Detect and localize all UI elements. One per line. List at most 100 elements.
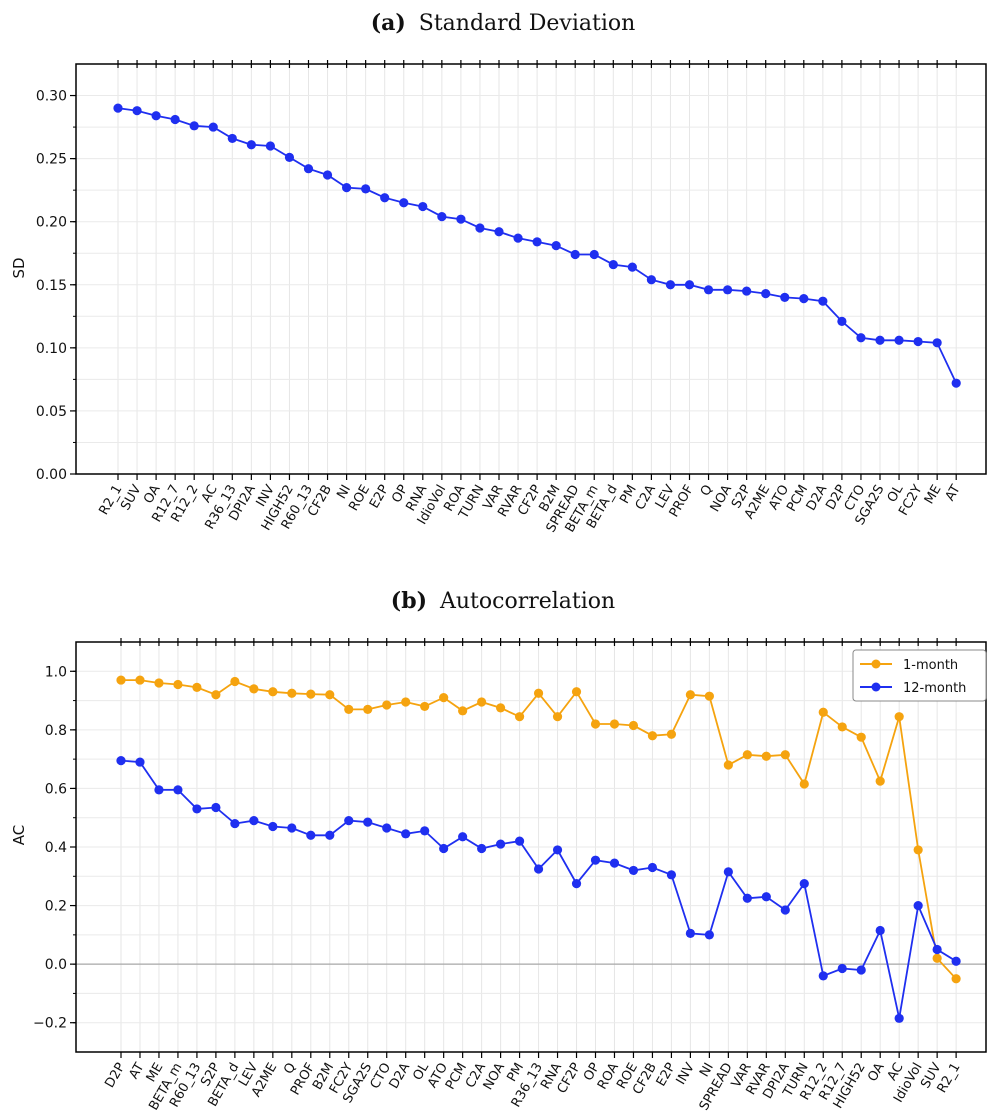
panel-b-point-12-month-ni bbox=[704, 930, 714, 940]
panel-b-point-1-month-rvar bbox=[761, 751, 771, 761]
panel-b-point-12-month-q bbox=[287, 823, 297, 833]
panel-b-xtick-label-ni: NI bbox=[697, 1061, 717, 1080]
panel-b-point-12-month-r2-1 bbox=[951, 956, 961, 966]
panel-a-ytick-label: 0.15 bbox=[36, 278, 67, 294]
panel-b-plot-area: −0.20.00.20.40.60.81.0D2PATMEBETA_mR60_1… bbox=[33, 638, 987, 1113]
panel-a-xtick-label-ni: NI bbox=[334, 483, 354, 502]
panel-b-xtick-label-e2p: E2P bbox=[654, 1060, 679, 1089]
panel-b-title: (b) Autocorrelation bbox=[391, 588, 615, 614]
panel-a-point-series-0-lev bbox=[665, 280, 676, 290]
panel-b-point-12-month-rna bbox=[552, 845, 563, 855]
panel-b-ytick-label: 0.8 bbox=[45, 723, 67, 739]
panel-b-point-12-month-var bbox=[742, 893, 752, 903]
panel-b-point-12-month-sga2s bbox=[363, 817, 373, 827]
panel-a-point-series-0-dpi2a bbox=[246, 140, 256, 150]
panel-a-point-series-0-var bbox=[494, 227, 504, 237]
panel-a-point-series-0-oa bbox=[151, 111, 161, 121]
panel-a-point-series-0-op bbox=[399, 198, 409, 208]
panel-a-ylabel: SD bbox=[10, 257, 28, 278]
panel-b-point-12-month-beta-d bbox=[230, 818, 240, 829]
panel-b-point-1-month-idiovol bbox=[913, 845, 923, 855]
panel-a-ytick-label: 0.10 bbox=[36, 341, 67, 357]
panel-a-ytick-label: 0.30 bbox=[36, 89, 67, 105]
panel-a-ytick-label: 0.05 bbox=[36, 404, 67, 420]
panel-b-xtick-label-inv: INV bbox=[674, 1060, 698, 1087]
panel-b-point-12-month-inv bbox=[685, 928, 696, 938]
panel-b-point-1-month-at bbox=[135, 675, 145, 685]
panel-b-point-12-month-ol bbox=[420, 826, 430, 836]
panel-b-point-1-month-a2me bbox=[268, 687, 278, 697]
panel-b-ylabel: AC bbox=[10, 825, 28, 845]
panel-b-point-12-month-s2p bbox=[211, 802, 221, 813]
panel-b-point-12-month-rvar bbox=[761, 892, 771, 902]
panel-b-point-1-month-d2a bbox=[401, 697, 411, 707]
panel-a-point-series-0-r12-7 bbox=[170, 114, 180, 125]
panel-a-point-series-0-d2p bbox=[837, 316, 847, 326]
panel-b-point-1-month-beta-d bbox=[230, 676, 240, 687]
legend-marker-12-month bbox=[871, 682, 881, 692]
panel-b-point-12-month-idiovol bbox=[913, 900, 923, 911]
panel-b-xtick-label-oa: OA bbox=[865, 1060, 887, 1084]
panel-b-point-12-month-oa bbox=[875, 925, 885, 936]
panel-b-point-1-month-r60-13 bbox=[192, 682, 202, 692]
panel-b-point-1-month-high52 bbox=[856, 732, 866, 742]
panel-b-ytick-label: −0.2 bbox=[33, 1016, 67, 1032]
panel-a-point-series-0-fc2y bbox=[913, 336, 923, 347]
panel-a-point-series-0-ac bbox=[208, 122, 218, 132]
panel-b-point-12-month-turn bbox=[799, 879, 809, 889]
panel-b-point-12-month-r12-7 bbox=[837, 963, 847, 974]
panel-b-xtick-label-d2p: D2P bbox=[102, 1060, 128, 1090]
panel-b-point-12-month-op bbox=[590, 855, 601, 865]
panel-b-point-12-month-prof bbox=[306, 830, 316, 840]
panel-b-point-1-month-e2p bbox=[666, 729, 677, 739]
panel-b-point-1-month-r36-13 bbox=[533, 688, 544, 698]
panel-a-point-series-0-turn bbox=[475, 223, 485, 233]
panel-a-point-series-0-spread bbox=[570, 249, 580, 260]
legend-box bbox=[852, 649, 987, 702]
panel-b-point-1-month-r12-2 bbox=[818, 707, 828, 717]
panel-b-point-1-month-suv bbox=[932, 953, 942, 963]
panel-a-point-series-0-noa bbox=[723, 285, 733, 295]
panel-a-point-series-0-pm bbox=[627, 262, 637, 272]
panel-b-title-text: Autocorrelation bbox=[439, 589, 615, 614]
panel-a-point-series-0-s2p bbox=[742, 286, 752, 296]
panel-a: (a) Standard Deviation SD 0.00 0.05 0.10 0.… bbox=[10, 10, 987, 535]
panel-a-point-series-0-r12-2 bbox=[189, 121, 199, 131]
panel-a-point-series-0-rna bbox=[418, 201, 428, 212]
panel-a-ytick-label: 0.25 bbox=[36, 152, 67, 168]
panel-b-ytick-label: 0.4 bbox=[45, 840, 67, 856]
legend-label-12-month: 12-month bbox=[903, 681, 966, 696]
panel-b-point-12-month-pm bbox=[514, 836, 525, 846]
panel-a-point-series-0-d2a bbox=[818, 296, 828, 306]
panel-a-point-series-0-suv bbox=[132, 106, 142, 116]
panel-a-point-series-0-beta-d bbox=[608, 259, 618, 270]
panel-b-point-1-month-cf2b bbox=[647, 731, 658, 741]
panel-a-xtick-label-c2a: C2A bbox=[633, 482, 659, 512]
panel-a-xtick-label-e2p: E2P bbox=[367, 482, 392, 511]
panel-b-point-12-month-c2a bbox=[477, 843, 487, 854]
panel-b-point-1-month-cf2p bbox=[571, 687, 582, 697]
panel-b-point-12-month-cf2p bbox=[571, 879, 582, 889]
panel-a-axes-frame bbox=[75, 63, 987, 475]
panel-b-point-12-month-pcm bbox=[458, 832, 468, 842]
panel-a-point-series-0-sga2s bbox=[875, 335, 885, 345]
panel-b-point-12-month-e2p bbox=[666, 870, 677, 880]
panel-b-point-1-month-ol bbox=[420, 701, 430, 712]
panel-b-point-1-month-roa bbox=[609, 719, 620, 729]
panel-a-point-series-0-beta-m bbox=[589, 249, 599, 260]
panel-a-xtick-label-me: ME bbox=[922, 483, 945, 507]
panel-a-point-series-0-at bbox=[951, 378, 961, 388]
panel-a-point-series-0-rvar bbox=[513, 233, 523, 243]
panel-b-point-12-month-lev bbox=[249, 816, 259, 826]
panel-b-point-1-month-me bbox=[154, 678, 164, 688]
panel-a-plot-area: 0.000.050.100.150.200.250.30R2_1SUVOAR12… bbox=[36, 60, 987, 535]
panel-a-point-series-0-cf2b bbox=[322, 170, 333, 180]
panel-b-point-1-month-r2-1 bbox=[951, 974, 961, 984]
panel-a-point-series-0-q bbox=[703, 285, 714, 295]
panel-b-point-12-month-r12-2 bbox=[818, 971, 828, 981]
legend-label-1-month: 1-month bbox=[903, 658, 958, 673]
panel-b-ytick-label: 1.0 bbox=[45, 664, 67, 680]
panel-b-point-1-month-rna bbox=[552, 712, 563, 722]
panel-b-point-12-month-ato bbox=[439, 843, 449, 854]
panel-b-point-12-month-d2a bbox=[401, 829, 411, 839]
